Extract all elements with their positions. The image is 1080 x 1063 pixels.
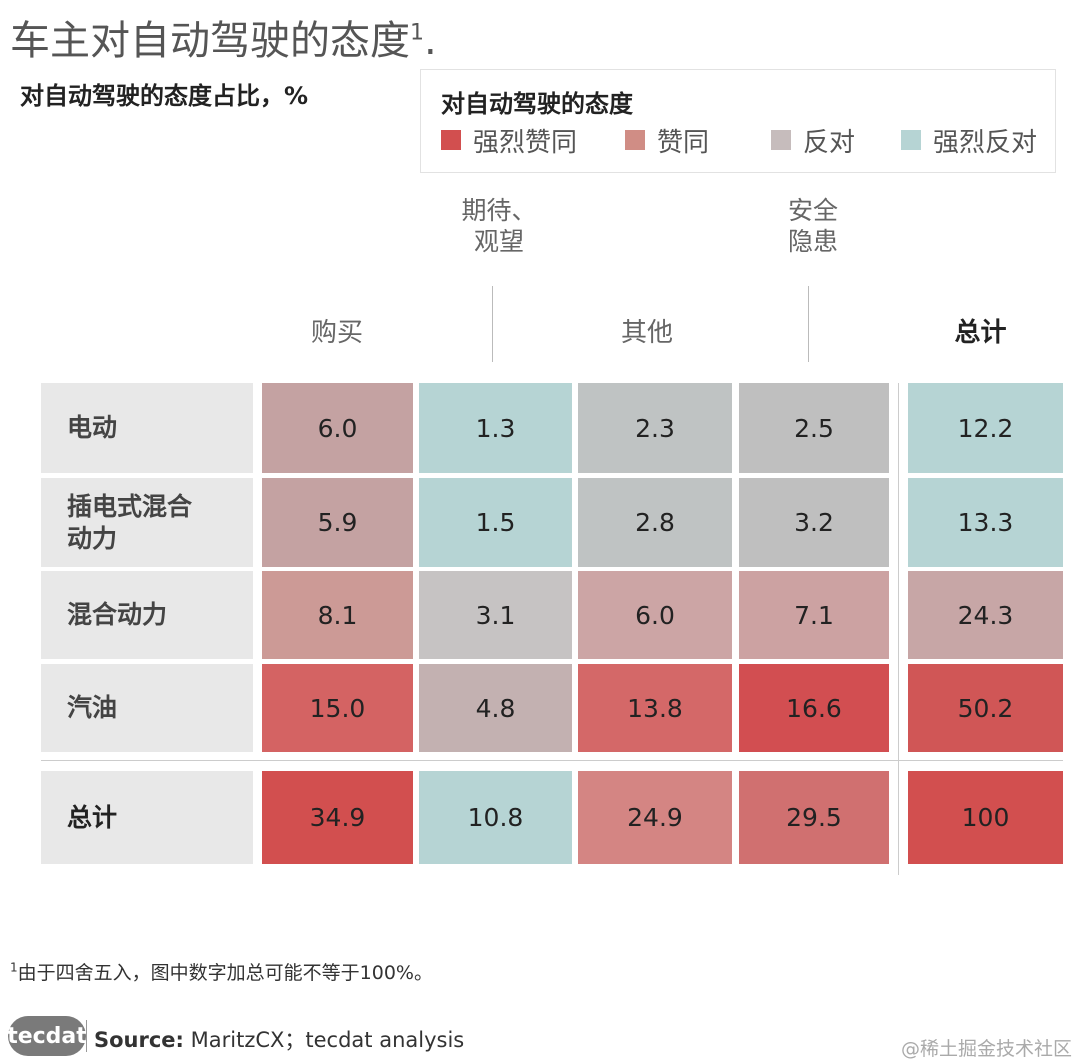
column-header-buy: 购买 bbox=[310, 318, 363, 348]
cell-gasoline-total: 50.2 bbox=[908, 664, 1063, 752]
legend-item-agree: 赞同 bbox=[625, 124, 709, 158]
column-note-safety-concern: 安全 隐患 bbox=[787, 196, 838, 256]
cell-plug-in-hybrid-total: 13.3 bbox=[908, 478, 1063, 567]
cell-plug-in-hybrid-wait-and-see: 1.5 bbox=[419, 478, 572, 567]
source-line: Source: MaritzCX；tecdat analysis bbox=[94, 1028, 465, 1052]
legend: 对自动驾驶的态度 强烈赞同 赞同 反对 强烈反对 bbox=[420, 69, 1056, 173]
cell-plug-in-hybrid-safety-concern: 3.2 bbox=[739, 478, 889, 567]
column-header-other: 其他 bbox=[620, 318, 673, 348]
tecdat-logo: tecdat bbox=[7, 1016, 87, 1056]
legend-swatch-strongly-agree bbox=[441, 130, 461, 150]
chart-title: 车主对自动驾驶的态度1. bbox=[10, 18, 437, 64]
total-row-divider bbox=[41, 760, 1063, 761]
cell-electric-other: 2.3 bbox=[578, 383, 732, 473]
legend-swatch-agree bbox=[625, 130, 645, 150]
legend-item-strongly-agree: 强烈赞同 bbox=[441, 124, 577, 158]
column-note-wait-and-see: 期待、 观望 bbox=[461, 196, 537, 256]
cell-plug-in-hybrid-buy: 5.9 bbox=[262, 478, 413, 567]
total-column-divider bbox=[898, 383, 899, 875]
legend-swatch-disagree bbox=[771, 130, 791, 150]
row-label-hybrid: 混合动力 bbox=[41, 571, 253, 659]
cell-gasoline-wait-and-see: 4.8 bbox=[419, 664, 572, 752]
cell-hybrid-other: 6.0 bbox=[578, 571, 732, 659]
cell-electric-buy: 6.0 bbox=[262, 383, 413, 473]
column-header-total: 总计 bbox=[954, 318, 1007, 348]
legend-swatch-strongly-disagree bbox=[901, 130, 921, 150]
cell-electric-safety-concern: 2.5 bbox=[739, 383, 889, 473]
watermark: @稀土掘金技术社区 bbox=[900, 1038, 1072, 1060]
cell-total-wait-and-see: 10.8 bbox=[419, 771, 572, 864]
cell-hybrid-total: 24.3 bbox=[908, 571, 1063, 659]
row-label-electric: 电动 bbox=[41, 383, 253, 473]
cell-total-buy: 34.9 bbox=[262, 771, 413, 864]
row-label-plug-in-hybrid: 插电式混合 动力 bbox=[41, 478, 253, 567]
row-label-total: 总计 bbox=[41, 771, 253, 864]
footnote: 1由于四舍五入，图中数字加总可能不等于100%。 bbox=[10, 960, 433, 984]
legend-item-strongly-disagree: 强烈反对 bbox=[901, 124, 1037, 158]
cell-electric-total: 12.2 bbox=[908, 383, 1063, 473]
legend-title: 对自动驾驶的态度 bbox=[441, 90, 633, 118]
cell-gasoline-other: 13.8 bbox=[578, 664, 732, 752]
cell-gasoline-buy: 15.0 bbox=[262, 664, 413, 752]
header-divider-1 bbox=[492, 286, 493, 362]
chart-subtitle: 对自动驾驶的态度占比，% bbox=[20, 82, 309, 110]
legend-item-disagree: 反对 bbox=[771, 124, 855, 158]
cell-gasoline-safety-concern: 16.6 bbox=[739, 664, 889, 752]
cell-hybrid-buy: 8.1 bbox=[262, 571, 413, 659]
cell-hybrid-wait-and-see: 3.1 bbox=[419, 571, 572, 659]
row-label-gasoline: 汽油 bbox=[41, 664, 253, 752]
cell-electric-wait-and-see: 1.3 bbox=[419, 383, 572, 473]
logo-divider bbox=[86, 1020, 87, 1052]
cell-total-other: 24.9 bbox=[578, 771, 732, 864]
cell-hybrid-safety-concern: 7.1 bbox=[739, 571, 889, 659]
cell-total-safety-concern: 29.5 bbox=[739, 771, 889, 864]
cell-total-total: 100 bbox=[908, 771, 1063, 864]
header-divider-2 bbox=[808, 286, 809, 362]
cell-plug-in-hybrid-other: 2.8 bbox=[578, 478, 732, 567]
